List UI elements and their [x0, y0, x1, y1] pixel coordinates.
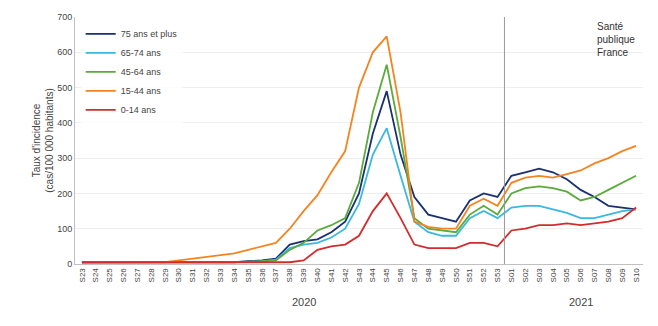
svg-text:15-44 ans: 15-44 ans	[121, 86, 162, 96]
svg-text:700: 700	[57, 12, 72, 22]
svg-text:S39: S39	[299, 268, 308, 283]
svg-text:2020: 2020	[292, 296, 316, 308]
svg-text:65-74 ans: 65-74 ans	[121, 48, 162, 58]
svg-text:S28: S28	[147, 268, 156, 283]
svg-text:100: 100	[57, 224, 72, 234]
svg-text:S53: S53	[493, 268, 502, 283]
svg-text:S31: S31	[188, 268, 197, 283]
svg-text:S04: S04	[549, 268, 558, 283]
svg-text:45-64 ans: 45-64 ans	[121, 67, 162, 77]
svg-text:S50: S50	[452, 268, 461, 283]
svg-text:S05: S05	[562, 268, 571, 283]
svg-text:S45: S45	[382, 268, 391, 283]
svg-text:S03: S03	[535, 268, 544, 283]
svg-text:S51: S51	[465, 268, 474, 283]
svg-text:S02: S02	[521, 268, 530, 283]
svg-text:S06: S06	[576, 268, 585, 283]
svg-text:S34: S34	[230, 268, 239, 283]
svg-text:SantépubliqueFrance: SantépubliqueFrance	[597, 21, 635, 58]
svg-text:S09: S09	[618, 268, 627, 283]
svg-text:S26: S26	[119, 268, 128, 283]
svg-text:S41: S41	[327, 268, 336, 283]
svg-text:S30: S30	[175, 268, 184, 283]
svg-text:S10: S10	[632, 268, 641, 283]
svg-text:S52: S52	[479, 268, 488, 283]
svg-text:S32: S32	[202, 268, 211, 283]
svg-text:300: 300	[57, 153, 72, 163]
svg-text:S01: S01	[507, 268, 516, 283]
svg-text:S29: S29	[161, 268, 170, 283]
svg-text:Taux d'incidence(cas/100 000 h: Taux d'incidence(cas/100 000 habitants)	[31, 88, 55, 193]
svg-text:2021: 2021	[569, 296, 593, 308]
svg-text:S23: S23	[78, 268, 87, 283]
svg-text:S35: S35	[244, 268, 253, 283]
svg-text:S25: S25	[105, 268, 114, 283]
svg-text:S24: S24	[91, 268, 100, 283]
svg-text:200: 200	[57, 189, 72, 199]
svg-text:S27: S27	[133, 268, 142, 283]
svg-text:0: 0	[67, 259, 72, 269]
svg-text:S40: S40	[313, 268, 322, 283]
svg-text:S36: S36	[258, 268, 267, 283]
svg-text:S38: S38	[285, 268, 294, 283]
svg-text:S44: S44	[368, 268, 377, 283]
svg-text:S08: S08	[604, 268, 613, 283]
svg-text:S43: S43	[355, 268, 364, 283]
svg-text:0-14 ans: 0-14 ans	[121, 105, 157, 115]
svg-text:S42: S42	[341, 268, 350, 283]
svg-text:S07: S07	[590, 268, 599, 283]
svg-text:S46: S46	[396, 268, 405, 283]
svg-text:S49: S49	[438, 268, 447, 283]
svg-text:500: 500	[57, 83, 72, 93]
svg-text:400: 400	[57, 118, 72, 128]
svg-text:75 ans et plus: 75 ans et plus	[121, 29, 178, 39]
svg-text:600: 600	[57, 47, 72, 57]
svg-text:S33: S33	[216, 268, 225, 283]
svg-text:S47: S47	[410, 268, 419, 283]
svg-text:S48: S48	[424, 268, 433, 283]
svg-text:S37: S37	[271, 268, 280, 283]
